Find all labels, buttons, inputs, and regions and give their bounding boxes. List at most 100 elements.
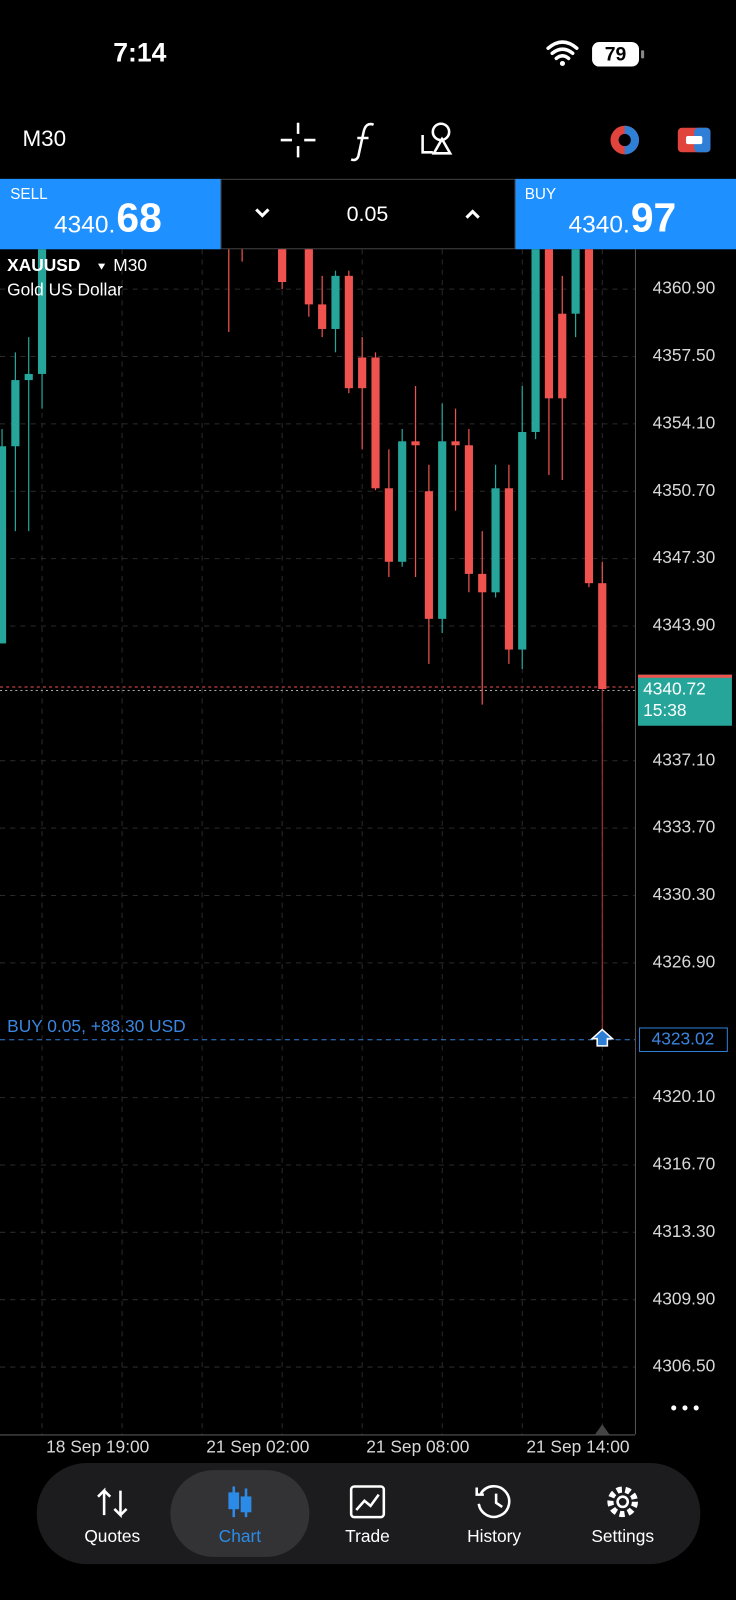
- candle-body: [331, 275, 340, 329]
- y-tick-label: 4354.10: [653, 412, 716, 432]
- candle-body: [358, 357, 367, 389]
- account-button[interactable]: [610, 125, 640, 155]
- y-tick-label: 4337.10: [653, 749, 716, 769]
- buy-price-big: 97: [631, 194, 676, 240]
- battery-level: 79: [605, 43, 627, 65]
- candle-body: [344, 275, 353, 389]
- battery-nub: [641, 50, 645, 59]
- sell-button[interactable]: [0, 178, 221, 250]
- y-tick-label: 4313.30: [653, 1221, 716, 1241]
- candle-body: [531, 249, 540, 432]
- x-tick-label: 18 Sep 19:00: [46, 1436, 149, 1456]
- candle-body: [424, 491, 433, 619]
- buy-button[interactable]: [515, 178, 736, 250]
- clock: 7:14: [113, 37, 166, 67]
- nav-selected: [170, 1470, 310, 1557]
- candle-body: [304, 249, 313, 305]
- wifi-icon: [546, 40, 579, 61]
- candle-body: [278, 249, 287, 283]
- trade-icon[interactable]: [349, 1485, 386, 1519]
- battery: [592, 42, 640, 67]
- candle-body: [598, 583, 607, 689]
- quotes-icon[interactable]: [97, 1487, 128, 1519]
- x-tick-label: 21 Sep 08:00: [366, 1436, 469, 1456]
- volume-down[interactable]: [255, 208, 270, 218]
- crosshair-button[interactable]: [280, 122, 316, 158]
- candle-body: [318, 304, 327, 329]
- nav-label[interactable]: Trade: [345, 1526, 390, 1546]
- price-label-box: [638, 674, 732, 726]
- volume[interactable]: 0.05: [347, 202, 389, 226]
- candle-body: [478, 573, 487, 593]
- more-button[interactable]: [671, 1405, 699, 1411]
- x-tick-label: 21 Sep 02:00: [206, 1436, 309, 1456]
- sell-price-big: 68: [116, 194, 161, 240]
- candles: [0, 249, 607, 705]
- y-tick-label: 4347.30: [653, 547, 716, 567]
- candle-body: [384, 488, 393, 562]
- y-tick-label: 4316.70: [653, 1154, 716, 1174]
- y-tick-label: 4333.70: [653, 817, 716, 837]
- y-tick-label: 4306.50: [653, 1356, 716, 1376]
- symbol-description: Gold US Dollar: [7, 280, 123, 300]
- indicators-button[interactable]: [350, 122, 375, 162]
- candle-body: [371, 357, 380, 489]
- volume-box: [220, 178, 516, 250]
- nav-label[interactable]: History: [467, 1526, 521, 1546]
- timeframe-button[interactable]: M30: [22, 126, 66, 151]
- y-tick-label: 4330.30: [653, 884, 716, 904]
- candle-body: [451, 441, 460, 446]
- candle-body: [398, 441, 407, 562]
- position-price-box: [639, 1027, 728, 1052]
- volume-up[interactable]: [465, 209, 480, 219]
- candle-body: [464, 445, 473, 574]
- symbol-dropdown[interactable]: [97, 263, 106, 270]
- scroll-marker: [595, 1424, 610, 1435]
- candle-body: [558, 313, 567, 399]
- symbol[interactable]: XAUUSD: [7, 255, 80, 275]
- candle-body: [438, 441, 447, 619]
- position-label[interactable]: BUY 0.05, +88.30 USD: [7, 1016, 186, 1036]
- candle-body: [544, 249, 554, 399]
- chart-icon[interactable]: [228, 1486, 252, 1518]
- candle-body: [24, 373, 33, 381]
- sell-label: SELL: [10, 186, 47, 203]
- settings-icon[interactable]: [607, 1486, 639, 1518]
- buy-price: 4340.: [569, 211, 630, 238]
- objects-button[interactable]: [421, 122, 453, 155]
- candle-body: [504, 488, 513, 650]
- candle-body: [11, 380, 20, 447]
- chart: 4360.90 4357.50 4354.10 4350.70 4347.30 4343.…: [0, 249, 732, 1456]
- buy-label: BUY: [525, 186, 556, 203]
- wifi-dot: [559, 60, 566, 67]
- trade-mode-button[interactable]: [677, 127, 711, 153]
- candle-body: [584, 249, 594, 584]
- y-tick-label: 4309.90: [653, 1288, 716, 1308]
- nav-bar: [36, 1463, 701, 1565]
- candle-body: [571, 249, 580, 314]
- price-label: 4340.72: [643, 679, 706, 699]
- candle-body: [0, 446, 7, 644]
- position-arrow[interactable]: [590, 1028, 615, 1047]
- y-tick-label: 4360.90: [653, 278, 716, 298]
- nav-labels: Quotes Chart Trade History Settings: [84, 1526, 654, 1546]
- candle-body: [37, 249, 47, 374]
- y-tick-label: 4326.90: [653, 951, 716, 971]
- y-tick-label: 4350.70: [653, 480, 716, 500]
- nav-label[interactable]: Chart: [219, 1526, 262, 1546]
- chart-timeframe: M30: [113, 255, 147, 275]
- history-icon[interactable]: [475, 1484, 511, 1519]
- candle-body: [411, 441, 420, 446]
- nav-label[interactable]: Settings: [591, 1526, 654, 1546]
- position-price: 4323.02: [652, 1028, 715, 1048]
- nav-label[interactable]: Quotes: [84, 1526, 140, 1546]
- y-tick-label: 4357.50: [653, 345, 716, 365]
- candle-body: [518, 431, 527, 650]
- y-tick-label: 4320.10: [653, 1086, 716, 1106]
- x-tick-label: 21 Sep 14:00: [526, 1436, 629, 1456]
- candle-body: [491, 488, 500, 593]
- price-label-edge: [638, 674, 732, 678]
